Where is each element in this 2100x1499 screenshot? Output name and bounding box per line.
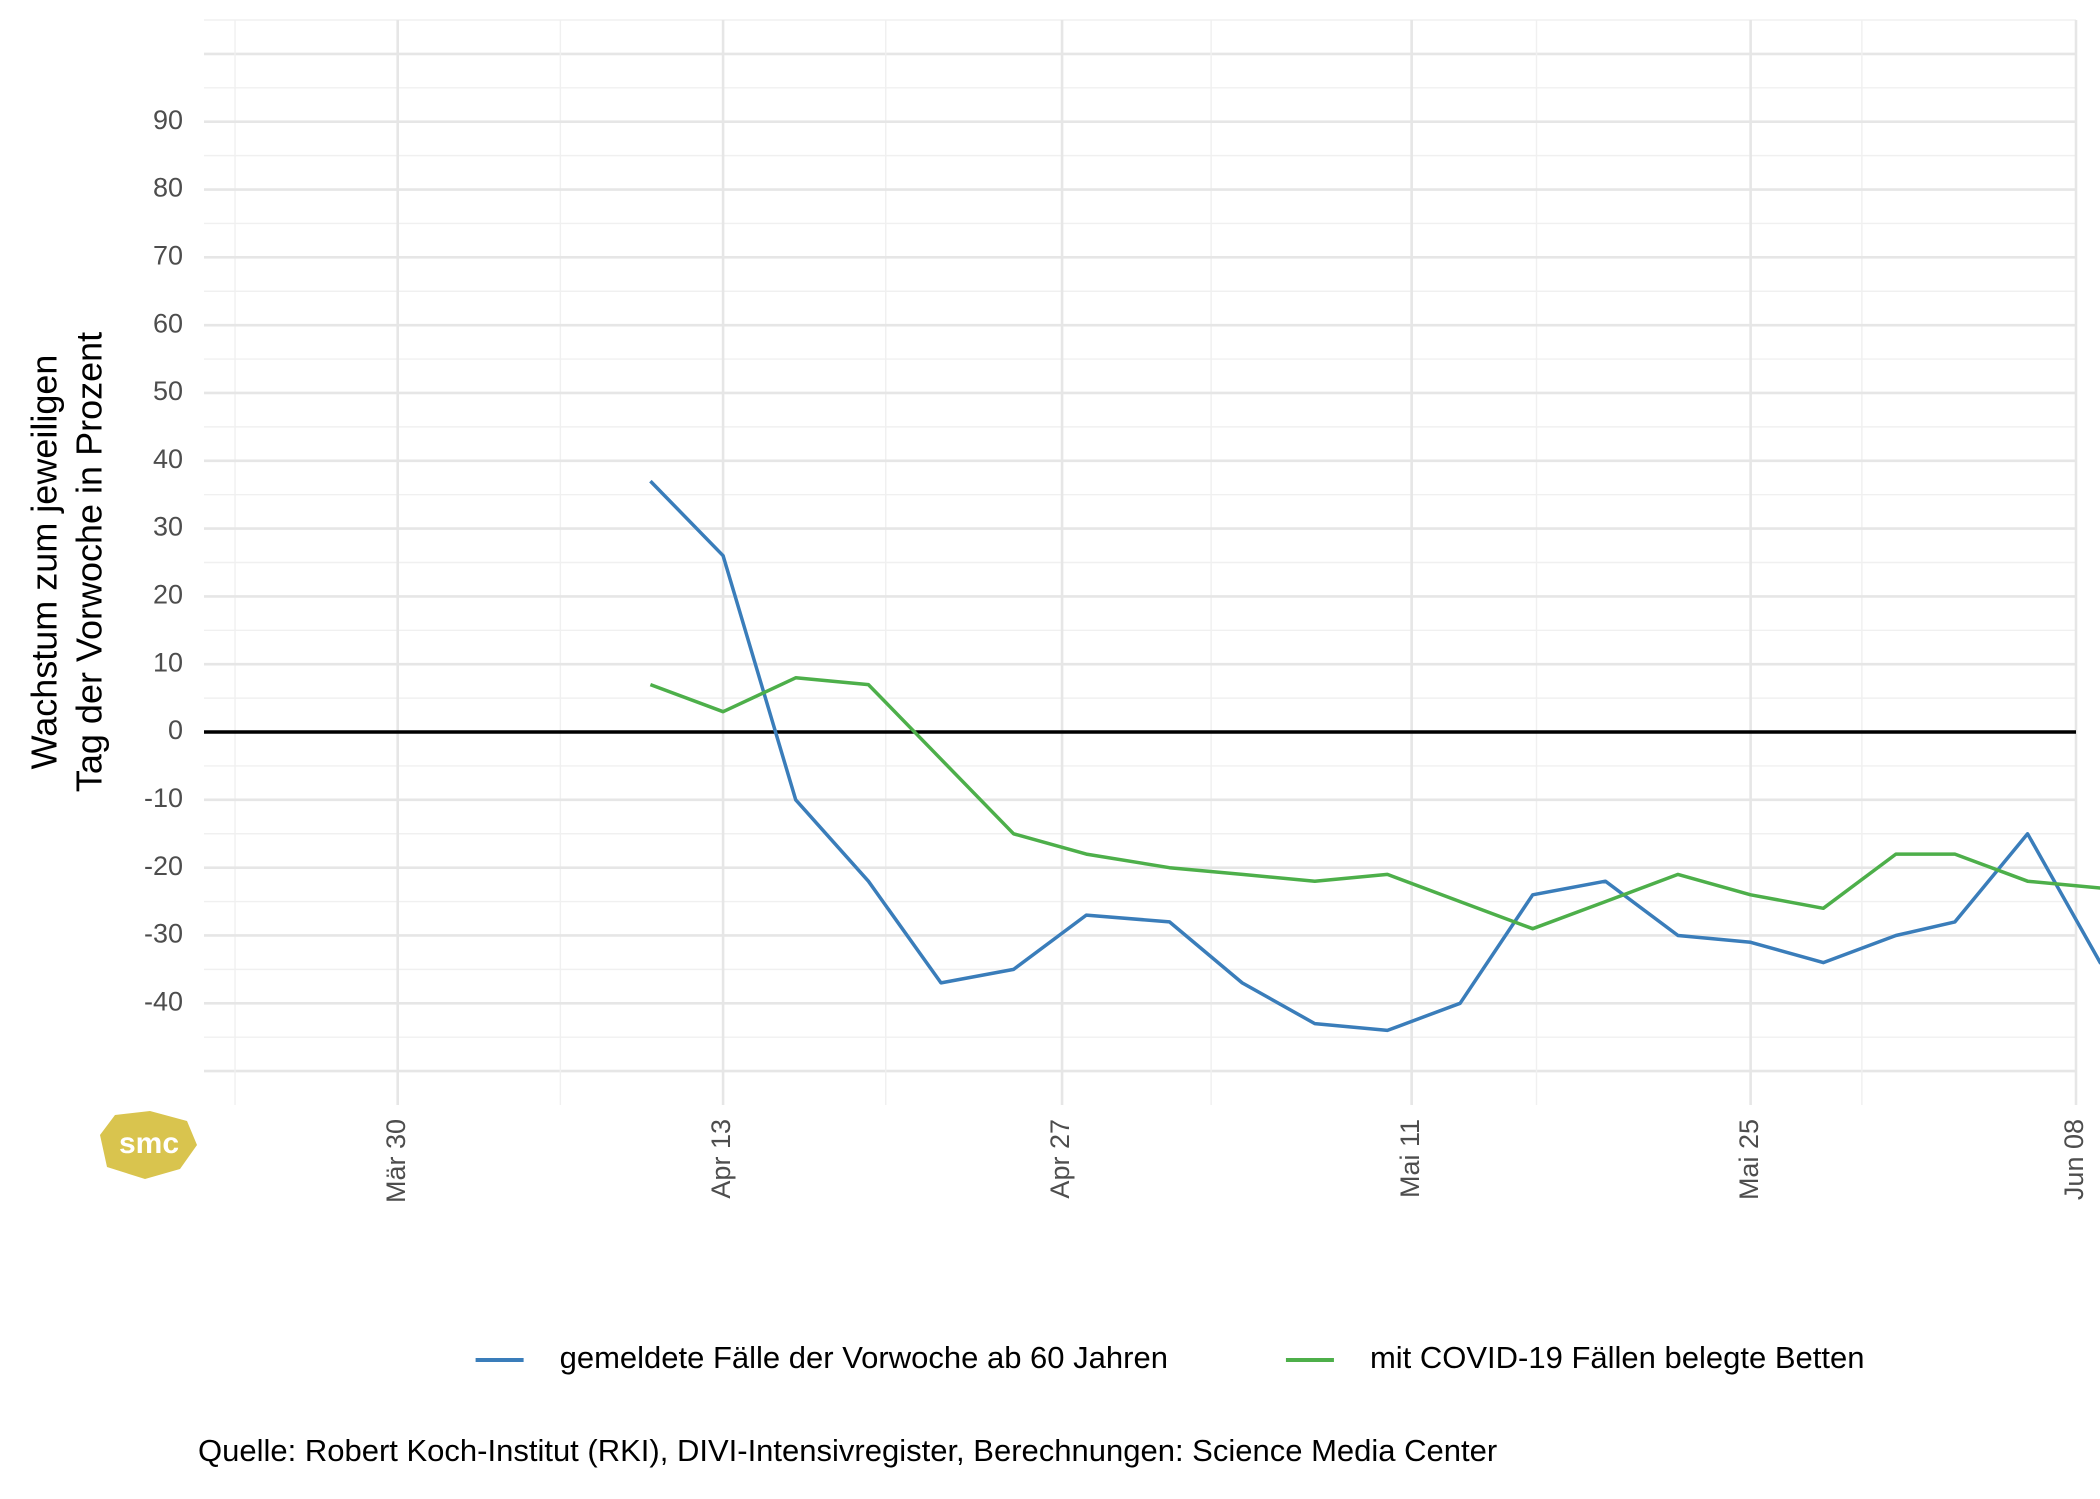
x-tick-label: Mai 25 — [1734, 1119, 1764, 1200]
y-tick-label: 0 — [168, 715, 183, 745]
y-tick-label: 80 — [153, 173, 183, 203]
data-line — [649, 676, 2100, 931]
y-tick-label: 90 — [153, 105, 183, 135]
y-tick-label: 40 — [153, 444, 183, 474]
y-tick-label: -30 — [144, 919, 183, 949]
y-tick-label: -40 — [144, 986, 183, 1016]
grid — [204, 19, 2078, 1105]
x-tick-label: Mär 30 — [381, 1119, 411, 1203]
y-tick-label: 10 — [153, 647, 183, 677]
x-tick-label: Apr 27 — [1045, 1119, 1075, 1199]
y-axis-title: Wachstum zum jeweiligen — [24, 355, 65, 770]
legend: gemeldete Fälle der Vorwoche ab 60 Jahre… — [475, 1340, 1865, 1375]
legend-label: mit COVID-19 Fällen belegte Betten — [1370, 1340, 1865, 1375]
logo-shape — [100, 1111, 197, 1179]
y-tick-label: -20 — [144, 851, 183, 881]
y-tick-label: -10 — [144, 783, 183, 813]
x-tick-label: Jun 08 — [2059, 1119, 2089, 1200]
data-line — [649, 479, 2100, 1033]
y-tick-label: 30 — [153, 512, 183, 542]
logo-text: smc — [119, 1127, 179, 1160]
y-tick-label: 60 — [153, 308, 183, 338]
y-tick-label: 20 — [153, 580, 183, 610]
y-tick-label: 50 — [153, 376, 183, 406]
x-tick-label: Apr 13 — [706, 1119, 736, 1199]
legend-label: gemeldete Fälle der Vorwoche ab 60 Jahre… — [560, 1340, 1168, 1375]
y-axis-title: Tag der Vorwoche in Prozent — [69, 332, 110, 792]
source-note: Quelle: Robert Koch-Institut (RKI), DIVI… — [198, 1433, 1497, 1468]
x-tick-label: Mai 11 — [1395, 1119, 1425, 1198]
y-tick-label: 70 — [153, 240, 183, 270]
logo: smc — [100, 1111, 197, 1179]
